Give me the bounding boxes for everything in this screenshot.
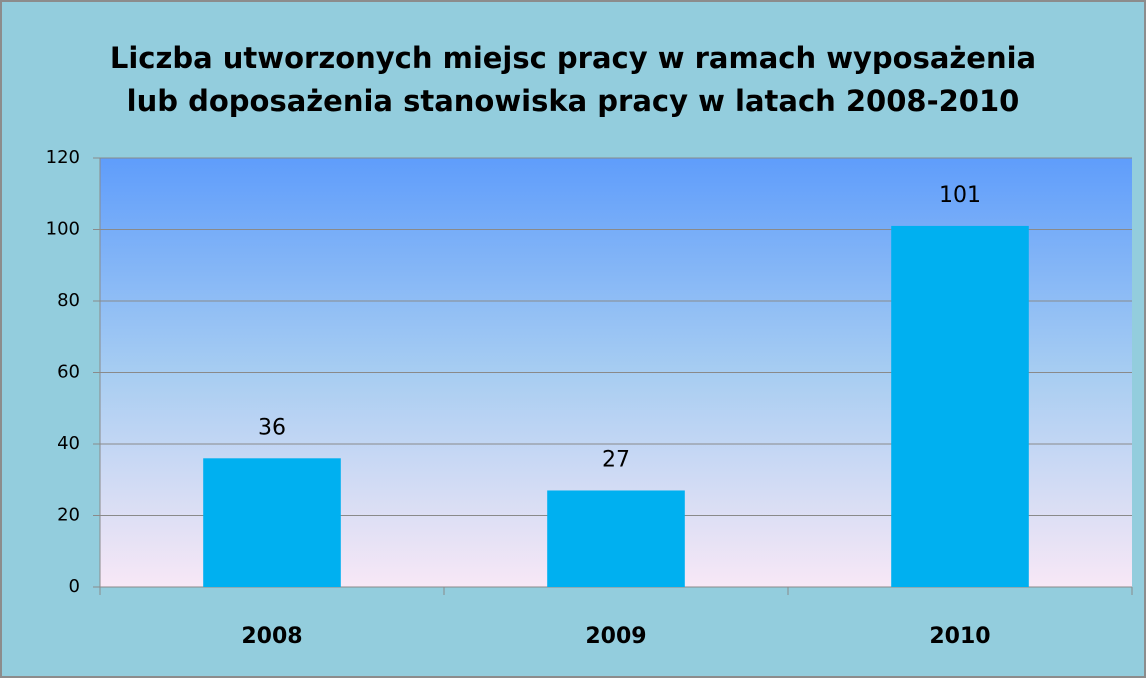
x-tick-label: 2008	[241, 624, 302, 649]
y-tick-label: 60	[57, 362, 80, 383]
data-label: 27	[602, 447, 630, 472]
chart-title: lub doposażenia stanowiska pracy w latac…	[127, 84, 1020, 118]
bar	[891, 225, 1029, 588]
bar	[547, 490, 685, 587]
x-tick-label: 2009	[585, 624, 646, 649]
y-tick-label: 0	[69, 576, 80, 597]
y-tick-label: 40	[57, 433, 80, 454]
data-label: 101	[939, 183, 981, 208]
y-tick-label: 100	[46, 219, 80, 240]
bar	[203, 458, 341, 587]
x-tick-label: 2010	[929, 624, 990, 649]
y-tick-label: 80	[57, 290, 80, 311]
chart-title: Liczba utworzonych miejsc pracy w ramach…	[110, 41, 1036, 75]
y-tick-label: 20	[57, 505, 80, 526]
data-label: 36	[258, 415, 286, 440]
y-tick-label: 120	[46, 147, 80, 168]
